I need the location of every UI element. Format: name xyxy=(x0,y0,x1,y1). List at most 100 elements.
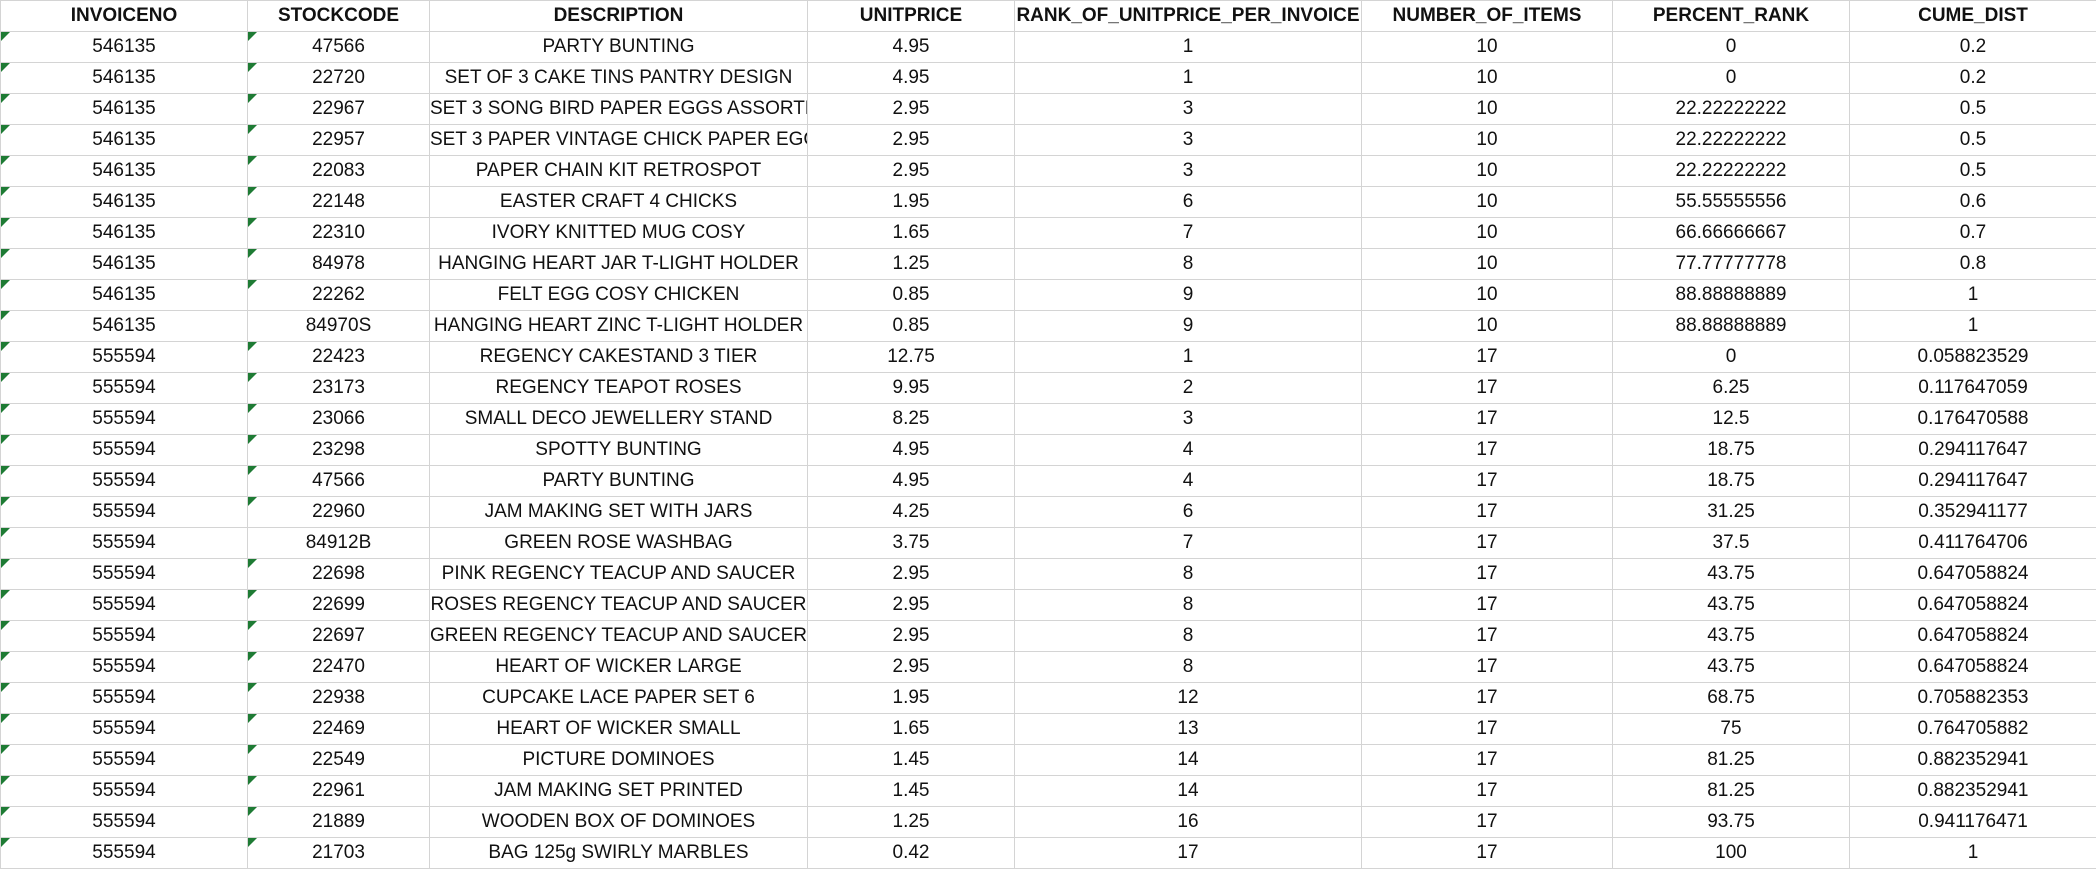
cell-number-of-items[interactable]: 17 xyxy=(1362,838,1613,869)
cell-cume-dist[interactable]: 0.176470588 xyxy=(1850,404,2096,435)
cell-unitprice[interactable]: 2.95 xyxy=(808,652,1015,683)
cell-description[interactable]: GREEN REGENCY TEACUP AND SAUCER xyxy=(430,621,808,652)
cell-invoiceno[interactable]: 555594 xyxy=(1,683,248,714)
cell-rank[interactable]: 9 xyxy=(1015,311,1362,342)
cell-number-of-items[interactable]: 17 xyxy=(1362,404,1613,435)
cell-percent-rank[interactable]: 22.22222222 xyxy=(1613,156,1850,187)
cell-number-of-items[interactable]: 10 xyxy=(1362,311,1613,342)
cell-cume-dist[interactable]: 0.294117647 xyxy=(1850,466,2096,497)
cell-unitprice[interactable]: 1.65 xyxy=(808,714,1015,745)
cell-rank[interactable]: 12 xyxy=(1015,683,1362,714)
cell-number-of-items[interactable]: 10 xyxy=(1362,125,1613,156)
cell-percent-rank[interactable]: 18.75 xyxy=(1613,466,1850,497)
cell-unitprice[interactable]: 9.95 xyxy=(808,373,1015,404)
cell-cume-dist[interactable]: 0.352941177 xyxy=(1850,497,2096,528)
cell-invoiceno[interactable]: 555594 xyxy=(1,559,248,590)
cell-number-of-items[interactable]: 17 xyxy=(1362,776,1613,807)
cell-rank[interactable]: 3 xyxy=(1015,94,1362,125)
cell-description[interactable]: HANGING HEART JAR T-LIGHT HOLDER xyxy=(430,249,808,280)
cell-percent-rank[interactable]: 43.75 xyxy=(1613,652,1850,683)
col-header-description[interactable]: DESCRIPTION xyxy=(430,1,808,32)
cell-number-of-items[interactable]: 17 xyxy=(1362,559,1613,590)
cell-rank[interactable]: 1 xyxy=(1015,342,1362,373)
cell-rank[interactable]: 4 xyxy=(1015,466,1362,497)
cell-stockcode[interactable]: 84978 xyxy=(248,249,430,280)
cell-number-of-items[interactable]: 17 xyxy=(1362,807,1613,838)
cell-invoiceno[interactable]: 555594 xyxy=(1,590,248,621)
cell-invoiceno[interactable]: 546135 xyxy=(1,125,248,156)
cell-description[interactable]: GREEN ROSE WASHBAG xyxy=(430,528,808,559)
col-header-number-of-items[interactable]: NUMBER_OF_ITEMS xyxy=(1362,1,1613,32)
cell-unitprice[interactable]: 4.95 xyxy=(808,466,1015,497)
cell-unitprice[interactable]: 2.95 xyxy=(808,590,1015,621)
cell-percent-rank[interactable]: 55.55555556 xyxy=(1613,187,1850,218)
cell-number-of-items[interactable]: 17 xyxy=(1362,528,1613,559)
cell-description[interactable]: SET 3 SONG BIRD PAPER EGGS ASSORTED xyxy=(430,94,808,125)
cell-invoiceno[interactable]: 555594 xyxy=(1,435,248,466)
cell-cume-dist[interactable]: 0.647058824 xyxy=(1850,590,2096,621)
cell-cume-dist[interactable]: 0.647058824 xyxy=(1850,559,2096,590)
cell-stockcode[interactable]: 84912B xyxy=(248,528,430,559)
cell-number-of-items[interactable]: 17 xyxy=(1362,745,1613,776)
cell-unitprice[interactable]: 4.25 xyxy=(808,497,1015,528)
cell-unitprice[interactable]: 1.45 xyxy=(808,745,1015,776)
cell-number-of-items[interactable]: 17 xyxy=(1362,652,1613,683)
cell-description[interactable]: BAG 125g SWIRLY MARBLES xyxy=(430,838,808,869)
cell-stockcode[interactable]: 22148 xyxy=(248,187,430,218)
cell-description[interactable]: IVORY KNITTED MUG COSY xyxy=(430,218,808,249)
cell-stockcode[interactable]: 22310 xyxy=(248,218,430,249)
cell-rank[interactable]: 8 xyxy=(1015,590,1362,621)
cell-rank[interactable]: 16 xyxy=(1015,807,1362,838)
cell-invoiceno[interactable]: 555594 xyxy=(1,652,248,683)
cell-stockcode[interactable]: 22938 xyxy=(248,683,430,714)
cell-description[interactable]: SET 3 PAPER VINTAGE CHICK PAPER EGG xyxy=(430,125,808,156)
cell-rank[interactable]: 9 xyxy=(1015,280,1362,311)
cell-description[interactable]: PAPER CHAIN KIT RETROSPOT xyxy=(430,156,808,187)
cell-rank[interactable]: 2 xyxy=(1015,373,1362,404)
cell-rank[interactable]: 8 xyxy=(1015,559,1362,590)
cell-number-of-items[interactable]: 17 xyxy=(1362,466,1613,497)
col-header-cume-dist[interactable]: CUME_DIST xyxy=(1850,1,2096,32)
cell-percent-rank[interactable]: 93.75 xyxy=(1613,807,1850,838)
cell-stockcode[interactable]: 23066 xyxy=(248,404,430,435)
cell-cume-dist[interactable]: 1 xyxy=(1850,311,2096,342)
cell-invoiceno[interactable]: 546135 xyxy=(1,249,248,280)
cell-number-of-items[interactable]: 10 xyxy=(1362,280,1613,311)
cell-unitprice[interactable]: 2.95 xyxy=(808,94,1015,125)
cell-number-of-items[interactable]: 17 xyxy=(1362,373,1613,404)
cell-cume-dist[interactable]: 0.7 xyxy=(1850,218,2096,249)
cell-cume-dist[interactable]: 0.941176471 xyxy=(1850,807,2096,838)
cell-cume-dist[interactable]: 0.764705882 xyxy=(1850,714,2096,745)
cell-percent-rank[interactable]: 88.88888889 xyxy=(1613,280,1850,311)
cell-description[interactable]: SET OF 3 CAKE TINS PANTRY DESIGN xyxy=(430,63,808,94)
cell-cume-dist[interactable]: 0.411764706 xyxy=(1850,528,2096,559)
cell-cume-dist[interactable]: 0.882352941 xyxy=(1850,776,2096,807)
cell-rank[interactable]: 3 xyxy=(1015,156,1362,187)
cell-rank[interactable]: 6 xyxy=(1015,497,1362,528)
cell-percent-rank[interactable]: 81.25 xyxy=(1613,745,1850,776)
cell-unitprice[interactable]: 1.95 xyxy=(808,683,1015,714)
cell-unitprice[interactable]: 0.85 xyxy=(808,280,1015,311)
cell-unitprice[interactable]: 8.25 xyxy=(808,404,1015,435)
cell-unitprice[interactable]: 2.95 xyxy=(808,559,1015,590)
cell-cume-dist[interactable]: 0.2 xyxy=(1850,63,2096,94)
cell-cume-dist[interactable]: 0.117647059 xyxy=(1850,373,2096,404)
cell-description[interactable]: JAM MAKING SET PRINTED xyxy=(430,776,808,807)
cell-unitprice[interactable]: 0.42 xyxy=(808,838,1015,869)
cell-stockcode[interactable]: 22697 xyxy=(248,621,430,652)
cell-description[interactable]: FELT EGG COSY CHICKEN xyxy=(430,280,808,311)
cell-stockcode[interactable]: 22083 xyxy=(248,156,430,187)
cell-cume-dist[interactable]: 0.705882353 xyxy=(1850,683,2096,714)
cell-cume-dist[interactable]: 0.8 xyxy=(1850,249,2096,280)
col-header-rank[interactable]: RANK_OF_UNITPRICE_PER_INVOICE xyxy=(1015,1,1362,32)
cell-description[interactable]: REGENCY CAKESTAND 3 TIER xyxy=(430,342,808,373)
cell-unitprice[interactable]: 2.95 xyxy=(808,125,1015,156)
cell-cume-dist[interactable]: 0.5 xyxy=(1850,156,2096,187)
cell-unitprice[interactable]: 0.85 xyxy=(808,311,1015,342)
cell-cume-dist[interactable]: 0.647058824 xyxy=(1850,652,2096,683)
cell-percent-rank[interactable]: 0 xyxy=(1613,32,1850,63)
cell-number-of-items[interactable]: 17 xyxy=(1362,621,1613,652)
cell-description[interactable]: HANGING HEART ZINC T-LIGHT HOLDER xyxy=(430,311,808,342)
cell-number-of-items[interactable]: 17 xyxy=(1362,435,1613,466)
cell-cume-dist[interactable]: 0.6 xyxy=(1850,187,2096,218)
